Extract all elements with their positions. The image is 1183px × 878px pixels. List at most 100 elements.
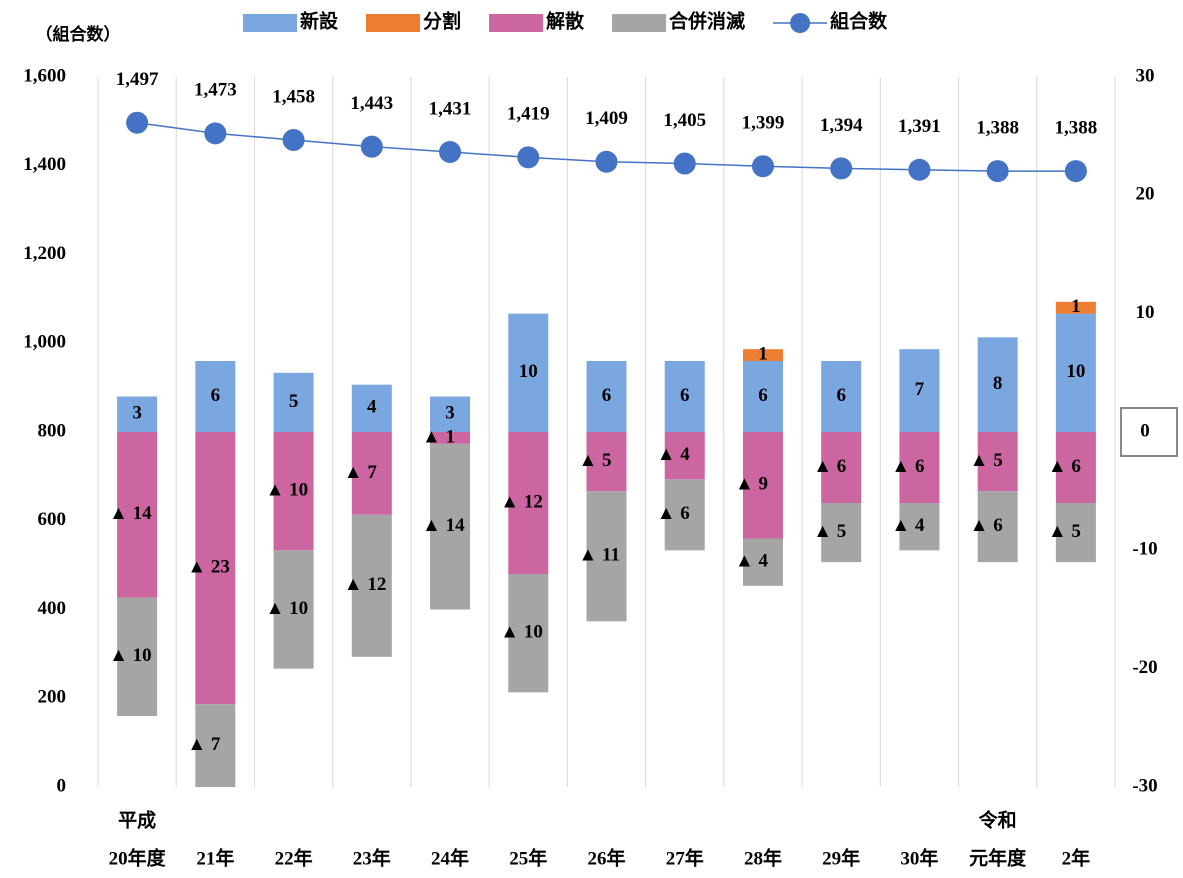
line-label: 1,419 <box>507 104 550 125</box>
data-label: 8 <box>993 373 1003 394</box>
x-tick-label: 20年度 <box>109 846 167 869</box>
x-tick-label: 平成 <box>118 808 156 831</box>
y2-tick-label: 30 <box>1136 65 1155 86</box>
bar-segment <box>430 432 471 444</box>
y-tick-label: 200 <box>38 687 67 708</box>
bar-segment <box>586 491 627 622</box>
line-point <box>282 129 305 152</box>
bar-segment <box>977 432 1018 492</box>
x-tick-label: 26年 <box>587 846 625 869</box>
bar-segment <box>1055 432 1096 503</box>
data-label: 7 <box>915 379 925 400</box>
x-tick-label: 27年 <box>666 846 704 869</box>
bar-segment <box>821 503 862 563</box>
bar-segment <box>977 491 1018 563</box>
line-point <box>204 122 227 145</box>
line-point <box>908 158 931 181</box>
line-point <box>439 140 462 163</box>
bar-segment <box>117 597 158 716</box>
x-tick-label: 2年 <box>1062 846 1091 869</box>
line-point <box>360 135 383 158</box>
bar-segment <box>508 313 549 432</box>
data-label: 5 <box>289 391 299 412</box>
y-tick-label: 1,600 <box>23 65 66 86</box>
data-label: ▲ 6 <box>1048 456 1081 477</box>
line-label: 1,405 <box>663 110 706 131</box>
bar-segment <box>273 372 314 432</box>
data-label: ▲ 6 <box>891 456 924 477</box>
data-label: ▲ 6 <box>970 515 1003 536</box>
data-label: ▲ 4 <box>657 444 691 465</box>
data-label: 10 <box>519 361 538 382</box>
bar-segment <box>351 384 392 432</box>
bar-segment <box>742 432 783 539</box>
data-label: ▲ 10 <box>266 598 309 619</box>
y-tick-label: 1,200 <box>23 243 66 264</box>
y2-zero-box <box>1120 407 1178 457</box>
y-tick-label: 0 <box>57 775 67 796</box>
y-tick-label: 600 <box>38 509 67 530</box>
x-tick-label: 25年 <box>509 846 547 869</box>
y-tick-label: 1,000 <box>23 332 66 353</box>
legend-label: 解散 <box>546 9 584 32</box>
x-tick-label: 28年 <box>744 846 782 869</box>
bar-segment <box>273 432 314 551</box>
bar-segment <box>899 432 940 503</box>
bar-segment <box>664 479 705 551</box>
data-label: 4 <box>367 397 377 418</box>
data-label: ▲ 14 <box>109 503 152 524</box>
bar-segment <box>586 361 627 432</box>
data-label: 1 <box>758 343 768 364</box>
x-tick-label: 24年 <box>431 846 469 869</box>
bar-segment <box>586 432 627 492</box>
bar-segment <box>1055 503 1096 563</box>
data-label: 6 <box>758 385 768 406</box>
bar-segment <box>195 361 236 432</box>
data-label: ▲ 6 <box>813 456 846 477</box>
x-tick-label: 23年 <box>353 846 391 869</box>
x-tick-label: 21年 <box>196 846 234 869</box>
y2-tick-label: 10 <box>1136 302 1155 323</box>
line-point <box>517 146 540 169</box>
line-label: 1,458 <box>272 86 315 107</box>
legend-swatch <box>489 14 544 32</box>
data-label: 6 <box>836 385 846 406</box>
y-tick-label: 1,400 <box>23 154 66 175</box>
data-label: 1 <box>1071 296 1081 317</box>
bar-segment <box>742 361 783 432</box>
line-label: 1,391 <box>898 116 941 137</box>
bar-segment <box>117 396 158 432</box>
y2-tick-label: 0 <box>1140 420 1150 441</box>
bar-segment <box>821 432 862 503</box>
bar-segment <box>664 361 705 432</box>
y2-tick-label: 20 <box>1136 184 1155 205</box>
bar-segment <box>273 550 314 669</box>
bar-segment <box>508 432 549 574</box>
bar-segment <box>664 432 705 480</box>
legend-swatch <box>243 14 297 32</box>
legend-swatch <box>612 14 667 32</box>
data-label: 3 <box>445 403 455 424</box>
bar-segment <box>977 337 1018 432</box>
data-label: ▲ 12 <box>344 574 387 595</box>
line-label: 1,443 <box>350 93 393 114</box>
y2-tick-label: -30 <box>1132 775 1157 796</box>
bar-segment <box>1055 313 1096 432</box>
bar-segment <box>430 396 471 432</box>
bar-segment <box>899 503 940 551</box>
legend-label: 新設 <box>300 9 339 32</box>
line-point <box>595 150 618 173</box>
bar-segment <box>821 361 862 432</box>
x-tick-label: 元年度 <box>969 846 1027 869</box>
data-label: ▲ 9 <box>735 474 768 495</box>
line-point <box>986 160 1009 183</box>
data-label: ▲ 5 <box>970 450 1003 471</box>
data-label: ▲ 5 <box>1048 521 1081 542</box>
line-point <box>830 157 853 180</box>
line-label: 1,388 <box>1055 117 1098 138</box>
data-label: ▲ 14 <box>422 515 465 536</box>
bar-segment <box>430 443 471 610</box>
data-label: ▲ 7 <box>187 734 221 755</box>
line-label: 1,388 <box>976 117 1019 138</box>
